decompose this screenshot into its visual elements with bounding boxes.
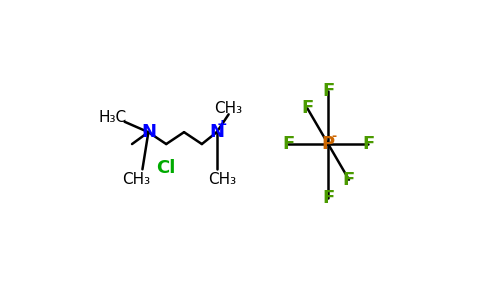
Text: F: F [343,171,355,189]
Text: +: + [217,118,227,131]
Text: F: F [322,82,334,100]
Text: N: N [209,123,224,141]
Text: H₃C: H₃C [99,110,127,125]
Text: F: F [282,135,294,153]
Text: F: F [301,99,314,117]
Text: N: N [141,123,156,141]
Text: F: F [322,189,334,207]
Text: -: - [331,130,336,143]
Text: CH₃: CH₃ [122,172,151,187]
Text: CH₃: CH₃ [214,101,242,116]
Text: F: F [362,135,375,153]
Text: CH₃: CH₃ [209,172,237,187]
Text: Cl: Cl [156,159,176,177]
Text: P: P [322,135,335,153]
